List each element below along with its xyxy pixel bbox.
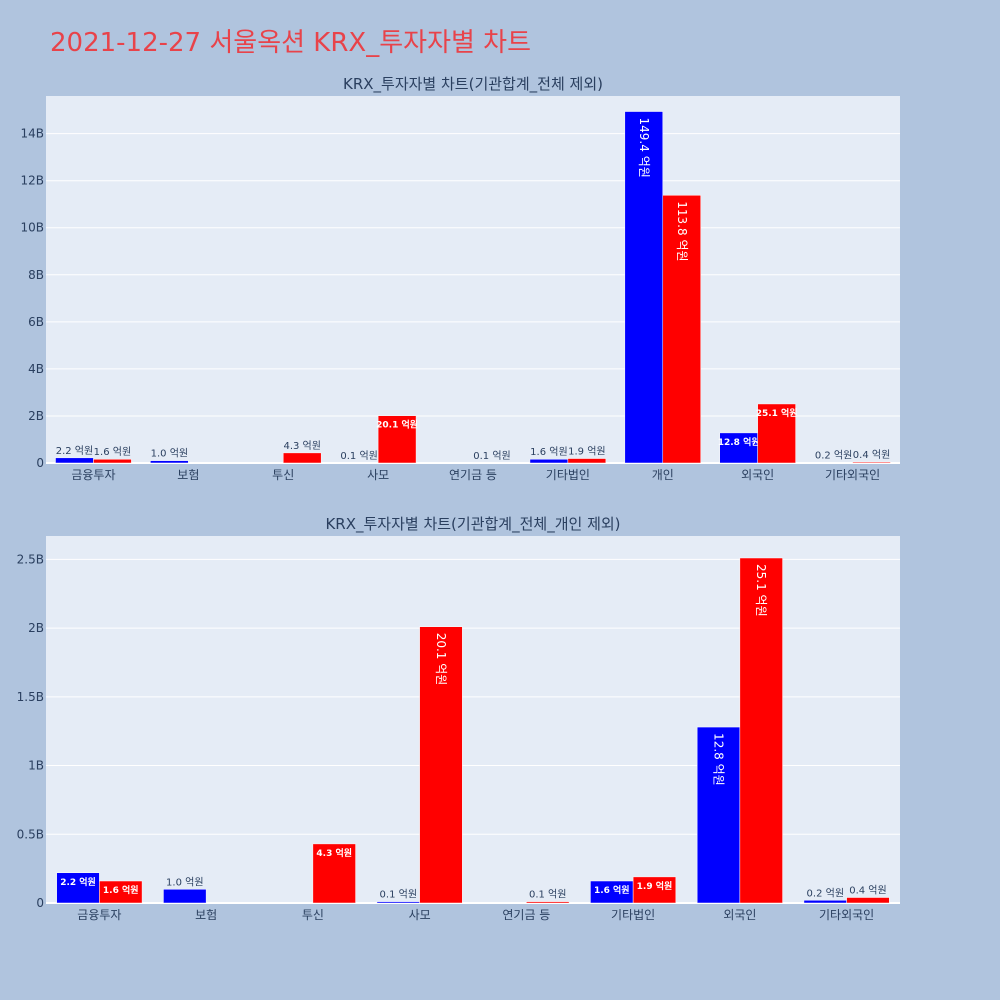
x-tick-label: 외국인 bbox=[741, 468, 774, 482]
data-label: 2.2 억원 bbox=[60, 876, 96, 888]
y-tick-label: 0 bbox=[36, 456, 44, 470]
data-label: 1.9 억원 bbox=[568, 446, 605, 458]
y-tick-label: 2.5B bbox=[17, 552, 44, 566]
x-tick-label: 투신 bbox=[272, 468, 294, 482]
x-tick-label: 사모 bbox=[367, 468, 389, 482]
buy-bar bbox=[56, 872, 100, 904]
sell-bar bbox=[632, 876, 677, 904]
data-label: 20.1 억원 bbox=[376, 419, 418, 431]
data-label: 20.1 억원 bbox=[434, 633, 448, 686]
y-tick-label: 6B bbox=[28, 315, 44, 329]
data-label: 1.6 억원 bbox=[103, 884, 139, 896]
data-label: 0.4 억원 bbox=[849, 885, 886, 897]
buy-bar bbox=[696, 726, 741, 904]
sell-bar bbox=[419, 626, 463, 904]
data-label: 0.2 억원 bbox=[807, 887, 844, 899]
y-tick-label: 0 bbox=[36, 896, 44, 910]
y-tick-label: 8B bbox=[28, 268, 44, 282]
y-tick-label: 1B bbox=[28, 759, 44, 773]
data-label: 2.2 억원 bbox=[56, 445, 93, 457]
x-tick-label: 금융투자 bbox=[77, 908, 121, 922]
sell-bar bbox=[662, 195, 701, 464]
data-label: 4.3 억원 bbox=[316, 847, 352, 859]
chart-1: KRX_투자자별 차트(기관합계_전체 제외) 0 2B 4B 6B 8B 10B 12B 14… bbox=[20, 75, 900, 482]
data-label: 25.1 억원 bbox=[756, 407, 798, 419]
y-tick-label: 12B bbox=[20, 174, 44, 188]
buy-bar bbox=[803, 900, 847, 904]
data-label: 0.2 억원 bbox=[815, 450, 852, 462]
x-tick-label: 개인 bbox=[652, 468, 674, 482]
x-tick-label: 보험 bbox=[195, 908, 217, 922]
y-tick-label: 2B bbox=[28, 621, 44, 635]
sell-bar bbox=[846, 897, 890, 904]
sell-bar bbox=[852, 461, 891, 464]
x-tick-label: 기타외국인 bbox=[819, 908, 874, 922]
x-tick-label: 연기금 등 bbox=[502, 908, 550, 922]
x-tick-label: 금융투자 bbox=[71, 468, 115, 482]
sell-bar bbox=[739, 557, 783, 904]
y-tick-label: 0.5B bbox=[17, 827, 44, 841]
sell-bar bbox=[567, 458, 607, 464]
sell-bar bbox=[99, 880, 143, 904]
x-tick-label: 투신 bbox=[302, 908, 324, 922]
y-tick-label: 10B bbox=[20, 221, 44, 235]
y-tick-label: 14B bbox=[20, 127, 44, 141]
buy-bar bbox=[624, 111, 664, 464]
data-label: 4.3 억원 bbox=[283, 440, 320, 452]
data-label: 1.0 억원 bbox=[166, 876, 203, 888]
y-tick-label: 2B bbox=[28, 409, 44, 423]
buy-bar bbox=[529, 458, 569, 464]
data-label: 1.6 억원 bbox=[94, 446, 131, 458]
x-tick-label: 기타외국인 bbox=[825, 468, 880, 482]
plot-area bbox=[46, 96, 900, 463]
data-label: 12.8 억원 bbox=[718, 436, 760, 448]
y-tick-label: 4B bbox=[28, 362, 44, 376]
sell-bar bbox=[377, 415, 417, 464]
data-label: 1.6 억원 bbox=[594, 884, 630, 896]
sell-bar bbox=[757, 403, 796, 464]
buy-bar bbox=[150, 460, 189, 464]
sell-bar bbox=[282, 452, 322, 464]
data-label: 0.1 억원 bbox=[380, 889, 417, 901]
chart-title: KRX_투자자별 차트(기관합계_전체_개인 제외) bbox=[325, 515, 620, 534]
sell-bar bbox=[312, 843, 356, 904]
data-label: 1.9 억원 bbox=[637, 880, 673, 892]
chart-title: KRX_투자자별 차트(기관합계_전체 제외) bbox=[343, 75, 603, 94]
x-tick-label: 기타법인 bbox=[546, 468, 590, 482]
data-label: 0.1 억원 bbox=[340, 450, 377, 462]
data-label: 12.8 억원 bbox=[712, 733, 726, 786]
x-tick-label: 외국인 bbox=[723, 908, 756, 922]
data-label: 1.6 억원 bbox=[530, 446, 567, 458]
x-tick-label: 사모 bbox=[409, 908, 431, 922]
page-title: 2021-12-27 서울옥션 KRX_투자자별 차트 bbox=[50, 28, 532, 58]
data-label: 113.8 억원 bbox=[675, 201, 689, 261]
x-tick-label: 보험 bbox=[177, 468, 199, 482]
buy-bar bbox=[163, 889, 207, 904]
data-label: 0.4 억원 bbox=[853, 449, 890, 461]
x-tick-label: 기타법인 bbox=[611, 908, 655, 922]
buy-bar bbox=[55, 457, 94, 464]
data-label: 0.1 억원 bbox=[529, 889, 566, 901]
buy-bar bbox=[376, 901, 420, 904]
sell-bar bbox=[93, 458, 132, 464]
data-label: 149.4 억원 bbox=[637, 118, 651, 178]
data-label: 25.1 억원 bbox=[754, 564, 768, 617]
data-label: 1.0 억원 bbox=[151, 448, 188, 460]
y-tick-label: 1.5B bbox=[17, 690, 44, 704]
chart-2: KRX_투자자별 차트(기관합계_전체_개인 제외) 0 0.5B 1B 1.5B 2B 2… bbox=[17, 515, 900, 922]
x-tick-label: 연기금 등 bbox=[449, 468, 497, 482]
sell-bar bbox=[526, 901, 570, 904]
data-label: 0.1 억원 bbox=[473, 450, 510, 462]
buy-bar bbox=[719, 432, 758, 464]
